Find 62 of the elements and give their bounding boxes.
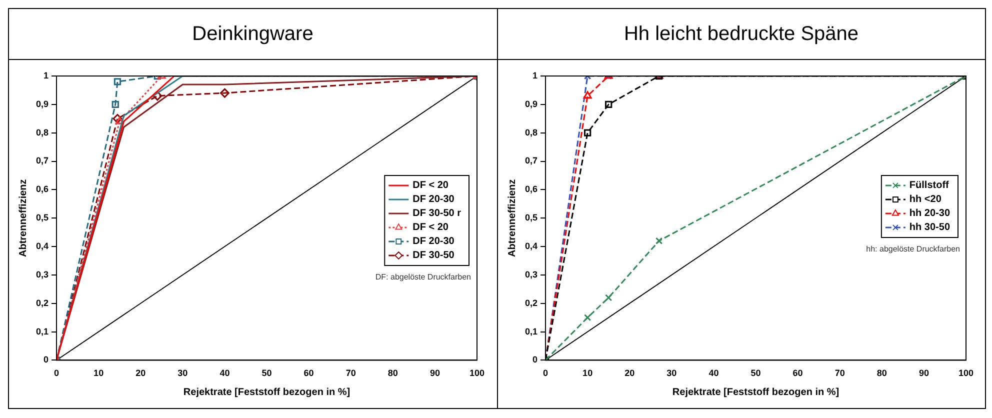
x-tick-label: 30	[666, 368, 676, 378]
y-tick-label: 0,1	[36, 326, 49, 336]
x-tick-label: 60	[792, 368, 802, 378]
legend-label: Füllstoff	[908, 180, 950, 192]
y-tick-label: 0,1	[524, 326, 538, 336]
y-tick-label: 0,6	[524, 184, 538, 194]
y-tick-label: 0,4	[36, 241, 49, 252]
legend-label: DF 30-50	[412, 250, 455, 262]
x-tick-label: 30	[178, 368, 188, 378]
x-axis-title: Rejektrate [Feststoff bezogen in %]	[672, 386, 839, 398]
y-tick-label: 0,9	[36, 98, 49, 109]
annotation: hh: abgelöste Druckfarben	[866, 244, 960, 254]
x-tick-label: 0	[542, 368, 548, 378]
x-tick-label: 100	[469, 368, 485, 378]
y-tick-label: 0,4	[524, 241, 538, 252]
x-tick-label: 50	[262, 368, 272, 378]
y-tick-label: 1	[532, 70, 538, 80]
y-tick-label: 0,8	[524, 127, 538, 138]
x-tick-label: 70	[834, 368, 844, 378]
y-tick-label: 0	[43, 354, 49, 365]
x-tick-label: 40	[220, 368, 230, 378]
y-tick-label: 0,8	[36, 127, 49, 138]
chart-title: Hh leicht bedruckte Späne	[498, 9, 985, 60]
legend-label: DF < 20	[412, 222, 449, 234]
y-tick-label: 1	[43, 70, 49, 80]
x-tick-label: 60	[304, 368, 314, 378]
y-tick-label: 0	[532, 354, 538, 365]
x-axis-title: Rejektrate [Feststoff bezogen in %]	[183, 386, 350, 398]
x-tick-label: 20	[136, 368, 146, 378]
x-tick-label: 100	[958, 368, 974, 378]
y-tick-label: 0,2	[36, 298, 49, 308]
legend-label: hh <20	[908, 194, 942, 206]
y-tick-label: 0,5	[524, 212, 538, 223]
x-tick-label: 50	[750, 368, 760, 378]
x-tick-label: 70	[346, 368, 356, 378]
x-tick-label: 40	[708, 368, 718, 378]
y-tick-label: 0,7	[36, 156, 49, 166]
x-tick-label: 10	[582, 368, 592, 378]
x-tick-label: 10	[94, 368, 104, 378]
x-tick-label: 90	[918, 368, 928, 378]
legend-label: DF < 20	[412, 180, 449, 192]
y-tick-label: 0,3	[36, 269, 49, 280]
y-tick-label: 0,7	[524, 156, 538, 166]
y-tick-label: 0,9	[524, 98, 538, 109]
legend-label: DF 20-30	[412, 194, 455, 206]
y-axis-title: Abtrenneffizienz	[506, 179, 518, 257]
y-tick-label: 0,3	[524, 269, 538, 280]
legend-label: DF 30-50 r	[412, 208, 462, 220]
x-tick-label: 90	[430, 368, 440, 378]
x-tick-label: 20	[624, 368, 634, 378]
annotation: DF: abgelöste Druckfarben	[375, 272, 471, 282]
x-tick-label: 80	[388, 368, 398, 378]
legend-label: hh 20-30	[908, 208, 950, 220]
y-tick-label: 0,5	[36, 212, 49, 223]
legend-label: hh 30-50	[908, 222, 950, 234]
y-tick-label: 0,6	[36, 184, 49, 194]
y-axis-title: Abtrenneffizienz	[18, 179, 29, 257]
x-tick-label: 80	[876, 368, 886, 378]
legend-label: DF 20-30	[412, 236, 455, 248]
chart-title: Deinkingware	[9, 9, 496, 60]
y-tick-label: 0,2	[524, 298, 538, 308]
x-tick-label: 0	[54, 368, 60, 378]
